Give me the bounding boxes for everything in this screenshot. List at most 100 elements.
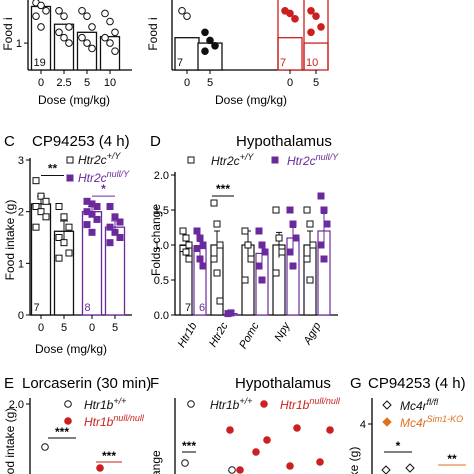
gene-label-d: Npy (272, 319, 293, 343)
data-point-c (55, 203, 63, 210)
legend-label-c: Htr2cnull/Y (78, 169, 130, 185)
data-point-b (201, 47, 209, 55)
data-point-d (306, 276, 314, 284)
significance-stars-e: *** (102, 449, 116, 463)
data-point-d (306, 220, 314, 228)
gene-label-d: Agrp (301, 321, 324, 348)
y-tick-label-c: 3 (18, 155, 24, 167)
n-label-b: 7 (280, 57, 286, 69)
y-tick-label-g: 4 (360, 419, 366, 431)
data-point-c (111, 228, 119, 236)
data-point-d (241, 276, 249, 284)
data-point-d (286, 206, 294, 214)
data-point-f (293, 424, 301, 432)
data-point-d (196, 234, 204, 242)
legend-label-e: Htr1bnull/null (84, 413, 145, 429)
data-point-a (101, 33, 109, 42)
data-point-c (42, 213, 50, 221)
data-point-b (183, 12, 191, 20)
data-point-c (32, 203, 40, 210)
legend-label-g: Mc4rSim1-KO (400, 414, 463, 430)
data-point-e (96, 464, 104, 472)
data-point-c (37, 208, 45, 216)
data-point-a (37, 23, 45, 31)
data-point-f (252, 448, 260, 456)
x-tick-label-a: 2.5 (56, 77, 71, 89)
data-point-a (111, 47, 119, 55)
data-point-g (405, 463, 415, 473)
data-point-d (255, 227, 263, 235)
data-point-a (65, 23, 73, 31)
x-tick-label-b: 0 (184, 77, 190, 89)
significance-stars-e: *** (55, 425, 69, 439)
data-point-d (199, 241, 207, 249)
data-point-c (42, 197, 50, 205)
data-point-d (210, 199, 218, 207)
data-point-c (106, 203, 114, 210)
data-point-c (83, 221, 91, 229)
data-point-c (37, 192, 45, 200)
data-point-a (32, 12, 40, 20)
data-point-d (272, 206, 280, 214)
legend-label-d: Htr2cnull/Y (287, 152, 339, 168)
data-point-d (213, 269, 221, 277)
n-label-b: 7 (177, 57, 183, 69)
data-point-d (241, 227, 249, 235)
y-axis-label-d: Folds change (149, 204, 163, 276)
data-point-d (303, 206, 311, 214)
gene-label-d: Pomc (237, 320, 262, 351)
data-point-a (88, 23, 96, 31)
data-point-d (185, 255, 193, 263)
data-point-b (206, 36, 214, 45)
data-point-d (216, 297, 224, 305)
data-point-g (381, 465, 391, 474)
legend-marker-f (187, 400, 195, 408)
data-point-d (320, 206, 328, 214)
data-point-a (78, 33, 86, 42)
data-point-d (258, 241, 266, 249)
data-point-c (32, 223, 40, 231)
y-tick-label-e: 2.0 (9, 399, 24, 411)
x-tick-label-c: 5 (112, 322, 118, 334)
data-point-f (236, 466, 244, 474)
y-axis-label-e: Food intake (g) (3, 408, 17, 474)
data-point-d (210, 255, 218, 263)
data-point-d (317, 192, 325, 200)
y-tick-label-c: 0 (18, 310, 24, 322)
chart-title-e: Lorcaserin (30 min) (22, 375, 151, 392)
data-point-c (106, 223, 114, 231)
data-point-b (317, 23, 325, 31)
legend-marker-c (66, 174, 74, 182)
legend-marker-g (382, 417, 392, 427)
data-point-a (83, 39, 91, 47)
data-point-d (258, 276, 266, 284)
data-point-d (272, 269, 280, 277)
data-point-a (83, 12, 91, 20)
data-point-b (211, 41, 219, 50)
n-label-d: 7 (185, 302, 191, 314)
n-label-a: 19 (34, 57, 46, 69)
data-point-a (106, 39, 114, 47)
data-point-b (307, 6, 315, 15)
legend-label-f: Htr1b+/+ (210, 396, 252, 412)
n-label-c: 7 (34, 302, 40, 314)
data-point-b (307, 28, 315, 37)
data-point-c (55, 234, 63, 241)
data-point-d (289, 220, 297, 228)
data-point-d (182, 234, 190, 242)
significance-stars-d: *** (216, 182, 230, 196)
legend-label-c: Htr2c+/Y (78, 151, 121, 167)
data-point-f (316, 458, 324, 466)
gene-label-d: Htr2c (207, 320, 231, 349)
data-point-a (101, 9, 109, 18)
significance-stars-g: ** (447, 452, 457, 466)
data-point-c (88, 210, 96, 218)
legend-marker-e (64, 417, 72, 425)
data-point-a (60, 12, 68, 20)
data-point-b (286, 9, 294, 18)
data-point-d (247, 255, 255, 263)
data-point-d (193, 227, 201, 235)
data-point-c (93, 203, 101, 210)
y-axis-label-a: Food i (1, 17, 15, 50)
data-point-d (244, 241, 252, 249)
